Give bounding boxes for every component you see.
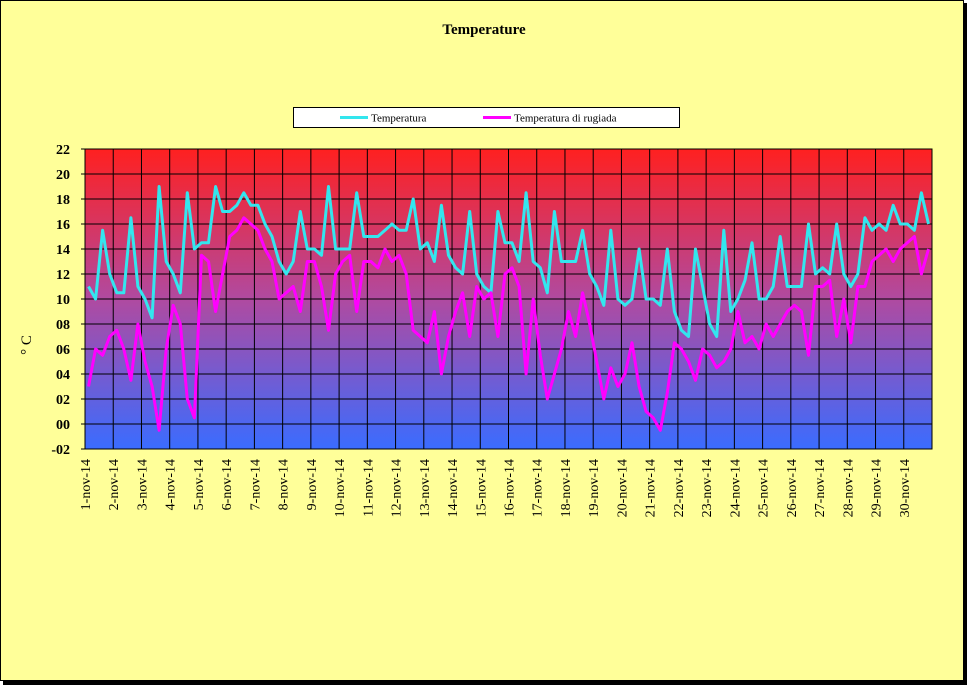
x-tick-label: 10-nov-14 [333,459,348,517]
x-tick-label: 5-nov-14 [192,459,207,510]
x-tick-label: 30-nov-14 [898,459,913,517]
x-tick-label: 27-nov-14 [813,459,828,517]
x-tick-label: 4-nov-14 [164,459,179,510]
x-tick-label: 12-nov-14 [390,459,405,517]
y-tick-label: 00 [56,418,70,433]
x-tick-label: 9-nov-14 [305,459,320,510]
x-tick-label: 29-nov-14 [870,459,885,517]
y-tick-label: 10 [56,293,70,308]
x-tick-label: 28-nov-14 [841,459,856,517]
y-tick-label: 20 [56,168,70,183]
y-tick-label: 12 [56,268,70,283]
x-tick-label: 6-nov-14 [220,459,235,510]
y-tick-label: 06 [56,343,70,358]
x-tick-label: 1-nov-14 [79,459,94,510]
x-tick-label: 20-nov-14 [615,459,630,517]
series-line [87,216,930,432]
y-tick-label: 08 [56,318,70,333]
legend-label: Temperatura [371,113,427,125]
chart-title: Temperature [442,22,526,38]
x-tick-label: 26-nov-14 [785,459,800,517]
x-tick-label: 17-nov-14 [531,459,546,517]
x-tick-label: 14-nov-14 [446,459,461,517]
x-tick-label: 11-nov-14 [361,459,376,517]
y-tick-label: 14 [56,243,70,258]
x-tick-label: 22-nov-14 [672,459,687,517]
y-tick-label: 04 [56,368,70,383]
x-tick-label: 7-nov-14 [248,459,263,510]
x-tick-label: 16-nov-14 [503,459,518,517]
plot-border [84,148,933,450]
y-axis-label: ° C [19,335,35,355]
x-tick-label: 13-nov-14 [418,459,433,517]
y-tick-label: 18 [56,193,70,208]
y-tick-label: -02 [51,443,70,458]
x-tick-label: 18-nov-14 [559,459,574,517]
y-tick-label: 16 [56,218,70,233]
y-tick-label: 22 [56,143,70,158]
x-tick-label: 15-nov-14 [474,459,489,517]
x-tick-label: 25-nov-14 [757,459,772,517]
y-tick-label: 02 [56,393,70,408]
x-tick-label: 3-nov-14 [135,459,150,510]
legend-label: Temperatura di rugiada [514,113,617,125]
x-tick-label: 21-nov-14 [644,459,659,517]
x-tick-label: 23-nov-14 [700,459,715,517]
x-tick-label: 2-nov-14 [107,459,122,510]
series-line [87,185,930,338]
x-tick-label: 8-nov-14 [277,459,292,510]
x-tick-label: 19-nov-14 [587,459,602,517]
legend: Temperatura Temperatura di rugiada [293,107,680,128]
x-tick-label: 24-nov-14 [728,459,743,517]
